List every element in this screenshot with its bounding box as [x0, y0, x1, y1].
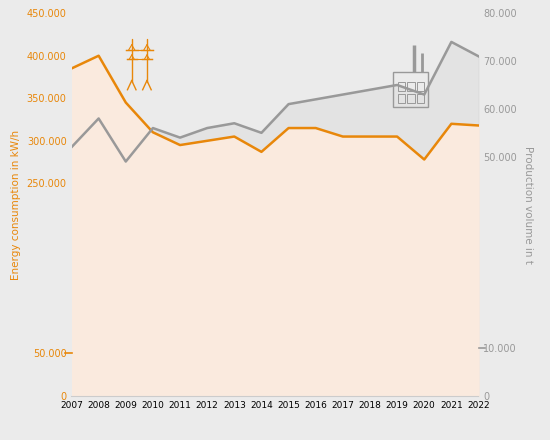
Bar	[407, 95, 415, 103]
Bar	[417, 95, 425, 103]
Y-axis label: Energy consumption in kW/h: Energy consumption in kW/h	[11, 129, 21, 280]
Bar	[417, 82, 425, 91]
Bar	[393, 72, 428, 107]
Bar	[407, 82, 415, 91]
Y-axis label: Production volume in t: Production volume in t	[522, 146, 532, 264]
Bar	[398, 82, 405, 91]
Bar	[398, 95, 405, 103]
